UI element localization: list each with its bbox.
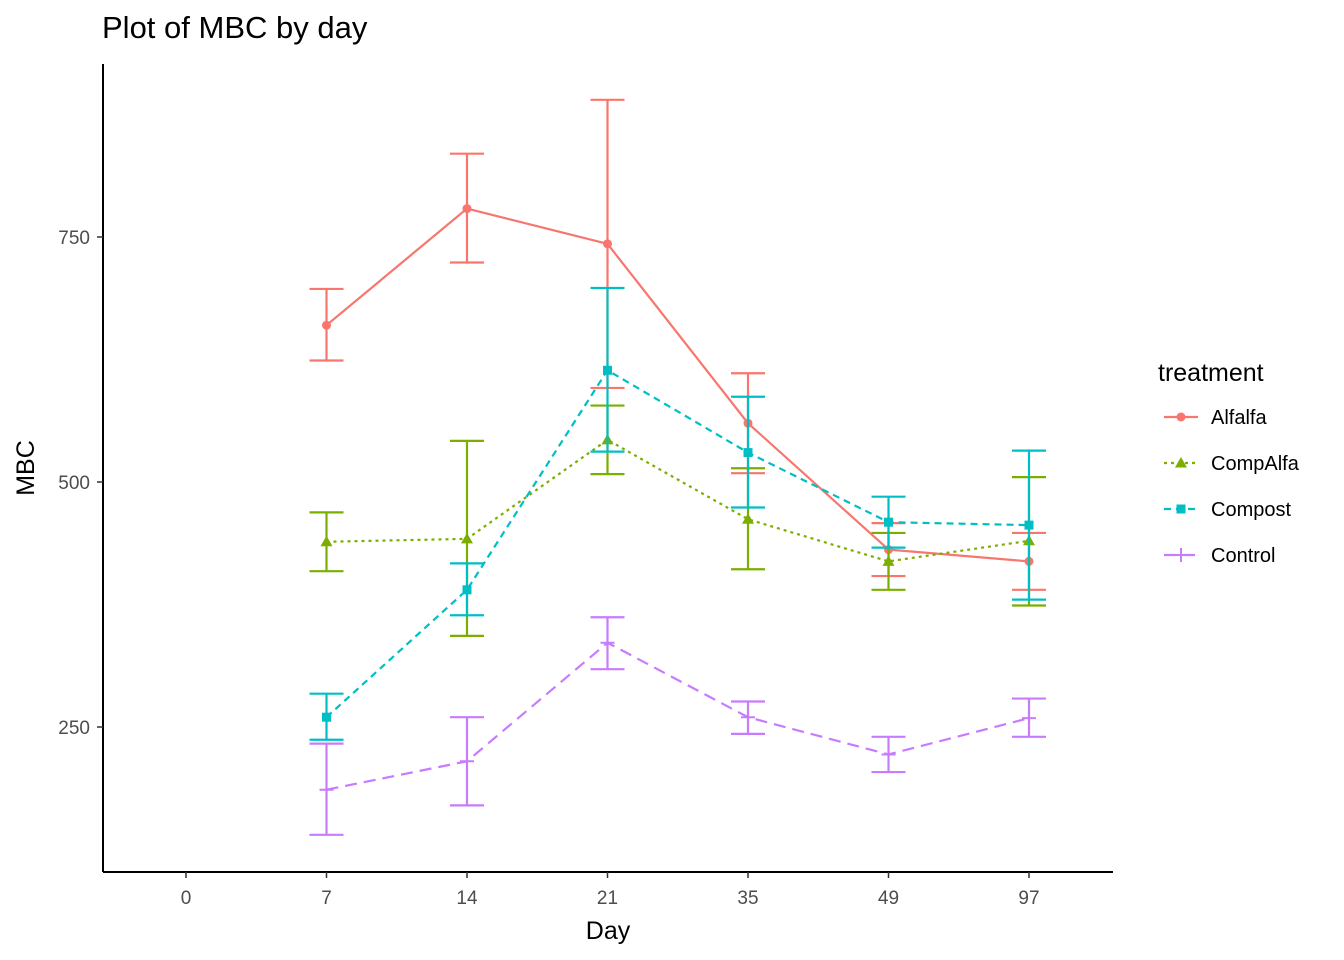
data-point [1024, 520, 1034, 530]
legend-label: Compost [1211, 499, 1291, 521]
data-point [881, 747, 896, 762]
legend-label: Control [1211, 545, 1275, 567]
x-axis-title: Day [586, 917, 631, 945]
y-tick-label: 250 [58, 718, 90, 739]
legend-marker [1176, 504, 1186, 514]
legend-item-control: Control [1164, 545, 1275, 567]
plot-area [309, 98, 1046, 836]
data-point [743, 448, 753, 458]
x-tick-label: 21 [597, 888, 618, 909]
data-point [461, 532, 473, 544]
series-line [326, 438, 1030, 563]
data-point [882, 555, 895, 566]
x-tick-label: 7 [321, 888, 332, 909]
y-tick-label: 750 [58, 228, 90, 249]
data-point [462, 585, 472, 595]
x-tick-label: 49 [878, 888, 899, 909]
data-point [1022, 711, 1036, 726]
legend-item-alfalfa: Alfalfa [1164, 407, 1267, 429]
x-tick-label: 0 [181, 888, 192, 909]
data-point [742, 513, 754, 524]
series-compalfa [309, 404, 1046, 637]
legend-marker [1176, 412, 1186, 422]
data-point [462, 204, 472, 214]
series-alfalfa [309, 98, 1046, 591]
data-point [884, 517, 893, 527]
data-point [603, 239, 612, 249]
data-point [460, 754, 474, 769]
series-control [309, 616, 1046, 836]
y-axis-title: MBC [12, 440, 40, 496]
series-compost [309, 286, 1046, 741]
x-tick-label: 35 [737, 888, 758, 909]
y-tick-label: 500 [58, 473, 90, 494]
data-point [320, 535, 333, 547]
x-tick-label: 97 [1018, 888, 1039, 909]
legend-marker [1174, 548, 1188, 562]
legend-label: Alfalfa [1211, 407, 1267, 429]
series-line [325, 207, 1030, 563]
legend-marker [1175, 457, 1187, 468]
series-line [325, 368, 1030, 719]
data-point [322, 712, 331, 722]
legend-item-compost: Compost [1164, 499, 1291, 521]
axis-ticks: 0 7 14 21 35 49 97 250 500 750 [58, 228, 1039, 909]
data-point [322, 320, 331, 330]
data-point [319, 782, 334, 797]
legend-label: CompAlfa [1211, 453, 1300, 475]
x-tick-label: 14 [456, 888, 478, 909]
data-point [603, 365, 612, 375]
series-line [326, 641, 1030, 791]
data-point [741, 710, 755, 725]
chart-title: Plot of MBC by day [102, 10, 368, 45]
data-point [600, 635, 615, 650]
legend-item-compalfa: CompAlfa [1164, 453, 1300, 475]
legend: Alfalfa CompAlfa Compost Control [1164, 407, 1300, 567]
legend-title: treatment [1158, 359, 1264, 387]
